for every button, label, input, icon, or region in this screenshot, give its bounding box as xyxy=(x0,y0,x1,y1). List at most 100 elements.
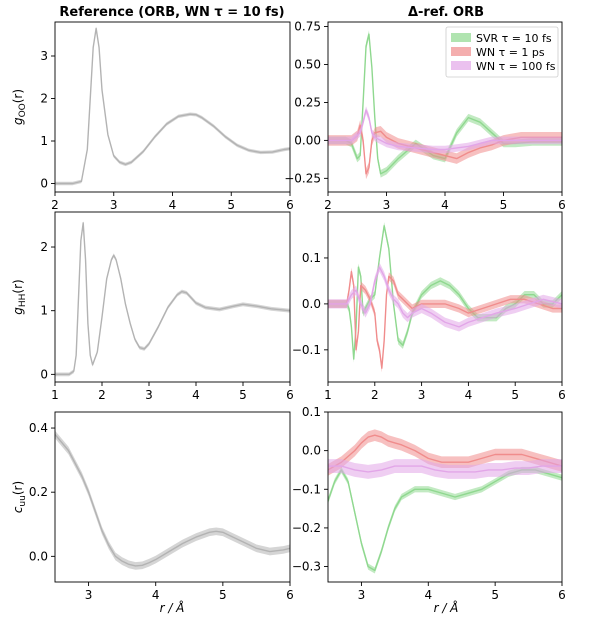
plot-area xyxy=(328,30,562,180)
x-tick-label: 2 xyxy=(324,198,332,212)
series-line-3 xyxy=(328,465,562,473)
x-tick-label: 5 xyxy=(219,588,227,602)
series-line-1 xyxy=(55,434,290,567)
y-tick-label: 0.1 xyxy=(302,405,321,419)
series-line-3 xyxy=(328,266,562,328)
legend-swatch-2 xyxy=(451,47,471,56)
series-band-3 xyxy=(328,106,562,154)
left-column-title: Reference (ORB, WN τ = 10 fs) xyxy=(59,5,284,20)
y-tick-label: −0.1 xyxy=(292,343,321,357)
y-tick-label: 0.4 xyxy=(29,421,48,435)
x-tick-label: 4 xyxy=(192,388,200,402)
y-axis-label: gHH(r) xyxy=(11,279,28,314)
y-tick-label: 0.00 xyxy=(294,133,321,147)
y-tick-label: 0.0 xyxy=(302,297,321,311)
y-tick-label: 1 xyxy=(40,134,48,148)
left-xlabel: r / Å xyxy=(160,600,185,615)
x-tick-label: 2 xyxy=(98,388,106,402)
series-band-1 xyxy=(55,430,290,570)
x-tick-label: 3 xyxy=(85,588,93,602)
y-tick-label: 0 xyxy=(40,367,48,381)
subplot-5: 3 4 5 6 0.0 0.2 0.4 cuu(r) xyxy=(11,411,294,602)
right-column-title: Δ-ref. ORB xyxy=(408,5,484,20)
y-tick-label: 0.50 xyxy=(294,58,321,72)
axes-frame xyxy=(327,411,563,583)
axes-frame xyxy=(327,211,563,383)
x-tick-label: 4 xyxy=(152,588,160,602)
x-tick-label: 5 xyxy=(511,388,519,402)
series-line-2 xyxy=(328,434,562,471)
subplot-6: 3 4 5 6 −0.3 −0.2 −0.1 0.0 0.1 xyxy=(292,405,566,602)
axes-frame xyxy=(54,211,291,383)
x-tick-label: 6 xyxy=(558,588,566,602)
y-tick-label: −0.1 xyxy=(292,482,321,496)
x-tick-label: 6 xyxy=(558,198,566,212)
series-band-2 xyxy=(328,119,562,180)
subplot-1: 2 3 4 5 6 0 1 2 3 gOO(r) xyxy=(11,21,294,212)
axes-frame xyxy=(54,411,291,583)
x-tick-label: 5 xyxy=(239,388,247,402)
series-band-2 xyxy=(328,429,562,476)
y-tick-label: 2 xyxy=(40,240,48,254)
x-tick-label: 3 xyxy=(358,588,366,602)
legend-label-3: WN τ = 100 fs xyxy=(476,60,556,73)
series-band-3 xyxy=(328,262,562,332)
y-tick-label: 0 xyxy=(40,177,48,191)
x-tick-label: 4 xyxy=(465,388,473,402)
x-tick-label: 2 xyxy=(371,388,379,402)
x-tick-label: 5 xyxy=(500,198,508,212)
x-tick-label: 4 xyxy=(169,198,177,212)
legend-label-1: SVR τ = 10 fs xyxy=(476,32,552,45)
x-tick-label: 1 xyxy=(324,388,332,402)
x-tick-label: 4 xyxy=(424,588,432,602)
series-line-1 xyxy=(328,469,562,572)
y-tick-label: 0.25 xyxy=(294,95,321,109)
y-tick-label: 0.75 xyxy=(294,20,321,34)
y-tick-label: 0.0 xyxy=(302,444,321,458)
y-axis-label: cuu(r) xyxy=(11,481,28,513)
y-tick-label: −0.2 xyxy=(292,521,321,535)
subplot-4: 1 2 3 4 5 6 −0.1 0.0 0.1 xyxy=(292,211,566,402)
plot-area xyxy=(328,222,562,373)
legend-swatch-1 xyxy=(451,33,471,42)
y-tick-label: 3 xyxy=(40,49,48,63)
right-xlabel: r / Å xyxy=(434,600,459,615)
x-tick-label: 5 xyxy=(227,198,235,212)
y-axis-label: gOO(r) xyxy=(11,89,28,125)
series-band-1 xyxy=(328,222,562,363)
series-band-3 xyxy=(328,459,562,479)
plot-area xyxy=(328,429,562,574)
x-tick-label: 3 xyxy=(145,388,153,402)
y-tick-label: 0.0 xyxy=(29,549,48,563)
series-line-1 xyxy=(55,27,290,185)
legend-label-2: WN τ = 1 ps xyxy=(476,46,545,59)
x-tick-label: 1 xyxy=(51,388,59,402)
plot-area xyxy=(55,26,290,186)
x-tick-label: 6 xyxy=(286,198,294,212)
y-tick-label: −0.25 xyxy=(284,171,321,185)
series-band-1 xyxy=(328,466,562,574)
y-tick-label: 2 xyxy=(40,92,48,106)
plot-area xyxy=(55,220,290,377)
legend-box xyxy=(445,26,559,78)
series-line-1 xyxy=(55,222,290,376)
legend-swatch-3 xyxy=(451,61,471,70)
x-tick-label: 6 xyxy=(286,588,294,602)
series-line-3 xyxy=(328,109,562,151)
x-tick-label: 3 xyxy=(383,198,391,212)
x-tick-label: 4 xyxy=(441,198,449,212)
x-tick-label: 3 xyxy=(418,388,426,402)
x-tick-label: 6 xyxy=(558,388,566,402)
plot-area xyxy=(55,430,290,570)
y-tick-label: 1 xyxy=(40,304,48,318)
x-tick-label: 5 xyxy=(491,588,499,602)
x-tick-label: 6 xyxy=(286,388,294,402)
y-tick-label: 0.1 xyxy=(302,251,321,265)
y-tick-label: −0.3 xyxy=(292,560,321,574)
x-tick-label: 2 xyxy=(51,198,59,212)
y-tick-label: 0.2 xyxy=(29,485,48,499)
